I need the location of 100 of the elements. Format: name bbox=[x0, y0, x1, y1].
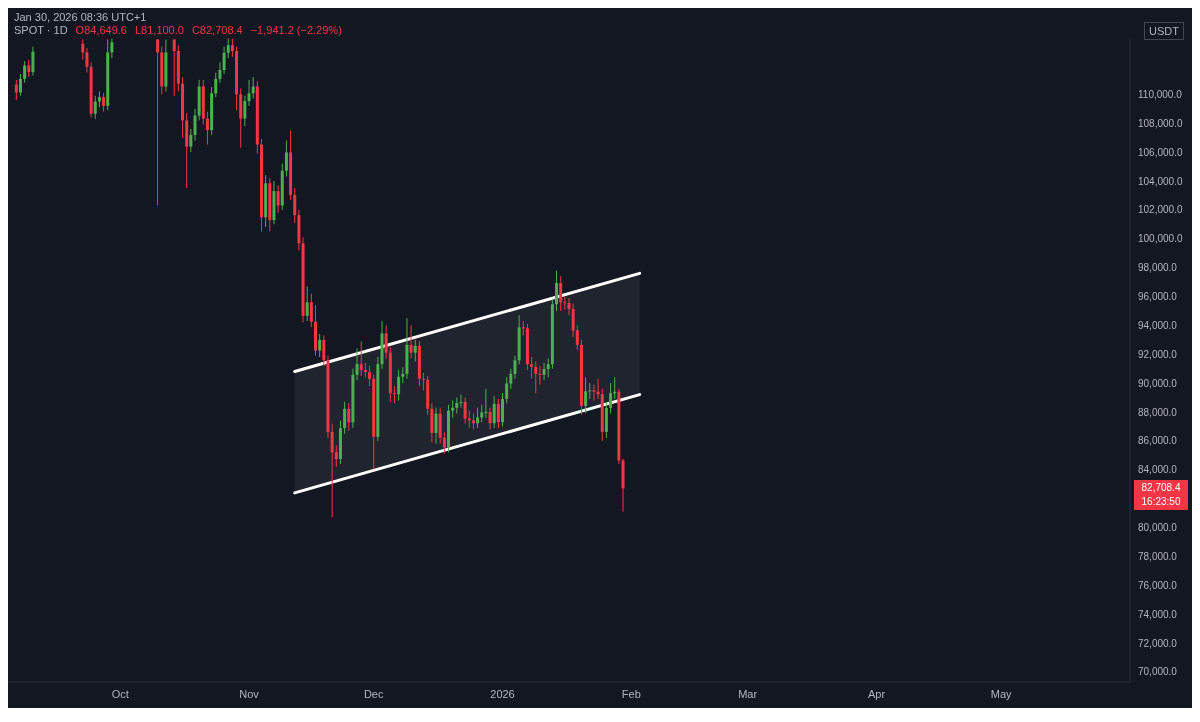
candlestick bbox=[592, 384, 596, 401]
candlestick bbox=[442, 431, 446, 455]
x-tick-label: Oct bbox=[111, 687, 129, 700]
candlestick bbox=[413, 339, 417, 362]
y-tick-label: 92,000.0 bbox=[1138, 348, 1178, 360]
candlestick bbox=[368, 365, 372, 387]
candlestick bbox=[555, 269, 559, 312]
y-tick-label: 96,000.0 bbox=[1138, 291, 1178, 303]
candlestick bbox=[222, 46, 226, 75]
candlestick bbox=[110, 38, 114, 59]
candlestick bbox=[172, 38, 176, 97]
candlestick bbox=[14, 79, 18, 101]
y-tick-label: 106,000.0 bbox=[1138, 146, 1183, 158]
candlestick bbox=[384, 324, 388, 360]
y-tick-label: 98,000.0 bbox=[1138, 262, 1178, 274]
candlestick bbox=[409, 324, 413, 360]
candlestick bbox=[584, 376, 588, 414]
candlestick bbox=[247, 79, 251, 107]
candlestick bbox=[305, 285, 309, 322]
candlestick bbox=[571, 303, 575, 338]
candlestick bbox=[542, 362, 546, 381]
candlestick bbox=[505, 376, 509, 404]
candlestick bbox=[318, 333, 322, 358]
candlestick bbox=[509, 368, 513, 390]
candlestick bbox=[102, 92, 106, 113]
y-tick-label: 110,000.0 bbox=[1138, 88, 1183, 100]
y-tick-label: 100,000.0 bbox=[1138, 233, 1183, 245]
candlestick bbox=[501, 392, 505, 427]
text: Jan 30, 2026 08:36 UTC+1 bbox=[14, 11, 147, 23]
candlestick bbox=[189, 128, 193, 153]
candlestick bbox=[397, 369, 401, 401]
y-tick-label: 84,000.0 bbox=[1138, 464, 1178, 476]
candlestick bbox=[534, 360, 538, 394]
x-tick-label: Apr bbox=[867, 687, 886, 700]
candlestick bbox=[609, 382, 613, 414]
x-tick-label: Dec bbox=[363, 687, 384, 700]
candlestick bbox=[434, 407, 438, 445]
candlestick bbox=[538, 365, 542, 386]
text: L81,100.0 bbox=[134, 24, 184, 36]
chart-title: SPOT · 1D bbox=[14, 24, 68, 36]
candlestick bbox=[31, 46, 35, 77]
y-tick-label: 76,000.0 bbox=[1138, 579, 1178, 591]
y-tick-label: 88,000.0 bbox=[1138, 406, 1178, 418]
candlestick bbox=[205, 111, 209, 146]
candlestick bbox=[492, 395, 496, 429]
candlestick bbox=[85, 47, 89, 74]
candlestick bbox=[546, 358, 550, 378]
x-tick-label: Nov bbox=[239, 687, 260, 700]
candlestick bbox=[488, 407, 492, 430]
candlestick bbox=[521, 320, 525, 336]
y-tick-label: 102,000.0 bbox=[1138, 204, 1183, 216]
x-tick-label: May bbox=[990, 687, 1013, 700]
candlestick bbox=[309, 293, 313, 328]
candlestick bbox=[422, 372, 426, 391]
candlestick bbox=[23, 60, 27, 84]
candlestick bbox=[513, 355, 517, 380]
candlestick bbox=[156, 38, 160, 206]
candlestick bbox=[496, 398, 500, 429]
candlestick bbox=[347, 402, 351, 432]
candlestick bbox=[567, 297, 571, 316]
candlestick bbox=[459, 394, 463, 409]
y-tick-label: 70,000.0 bbox=[1138, 666, 1178, 678]
candlestick bbox=[243, 95, 247, 127]
candlestick bbox=[93, 95, 97, 120]
x-tick-label: Mar bbox=[738, 687, 758, 700]
text: O84,649.6 bbox=[75, 24, 127, 36]
y-tick-label: 108,000.0 bbox=[1138, 117, 1183, 129]
candlestick bbox=[81, 38, 85, 61]
candlestick bbox=[484, 388, 488, 419]
candlestick bbox=[463, 397, 467, 425]
y-tick-label: 86,000.0 bbox=[1138, 435, 1178, 447]
candlestick bbox=[530, 356, 534, 380]
candlestick bbox=[226, 38, 230, 59]
text: C82,708.4 bbox=[191, 24, 243, 36]
text: 16:23:50 bbox=[1140, 495, 1182, 510]
y-tick-label: 94,000.0 bbox=[1138, 319, 1178, 331]
y-tick-label: 78,000.0 bbox=[1138, 550, 1178, 562]
candlestick bbox=[559, 275, 563, 312]
candlestick bbox=[193, 108, 197, 142]
candlestick bbox=[284, 140, 288, 178]
candlestick bbox=[563, 295, 567, 310]
candlestick bbox=[359, 340, 363, 377]
y-tick-label: 80,000.0 bbox=[1138, 522, 1178, 534]
candlestick bbox=[330, 423, 334, 518]
candlestick bbox=[476, 407, 480, 429]
candlestick bbox=[218, 62, 222, 84]
candlestick bbox=[355, 347, 359, 381]
candlestick bbox=[322, 334, 326, 367]
x-tick-label: Feb bbox=[621, 687, 641, 700]
candlestick bbox=[214, 72, 218, 98]
text: 82,708.4 bbox=[1140, 481, 1182, 496]
candlestick bbox=[588, 382, 592, 400]
candlestick bbox=[293, 187, 297, 224]
candlestick bbox=[251, 76, 255, 100]
y-tick-label: 74,000.0 bbox=[1138, 608, 1178, 620]
y-tick-label: 104,000.0 bbox=[1138, 175, 1183, 187]
candlestick bbox=[343, 401, 347, 435]
y-tick-label: 90,000.0 bbox=[1138, 377, 1178, 389]
x-tick-label: 2026 bbox=[490, 687, 515, 700]
y-tick-label: 72,000.0 bbox=[1138, 637, 1178, 649]
